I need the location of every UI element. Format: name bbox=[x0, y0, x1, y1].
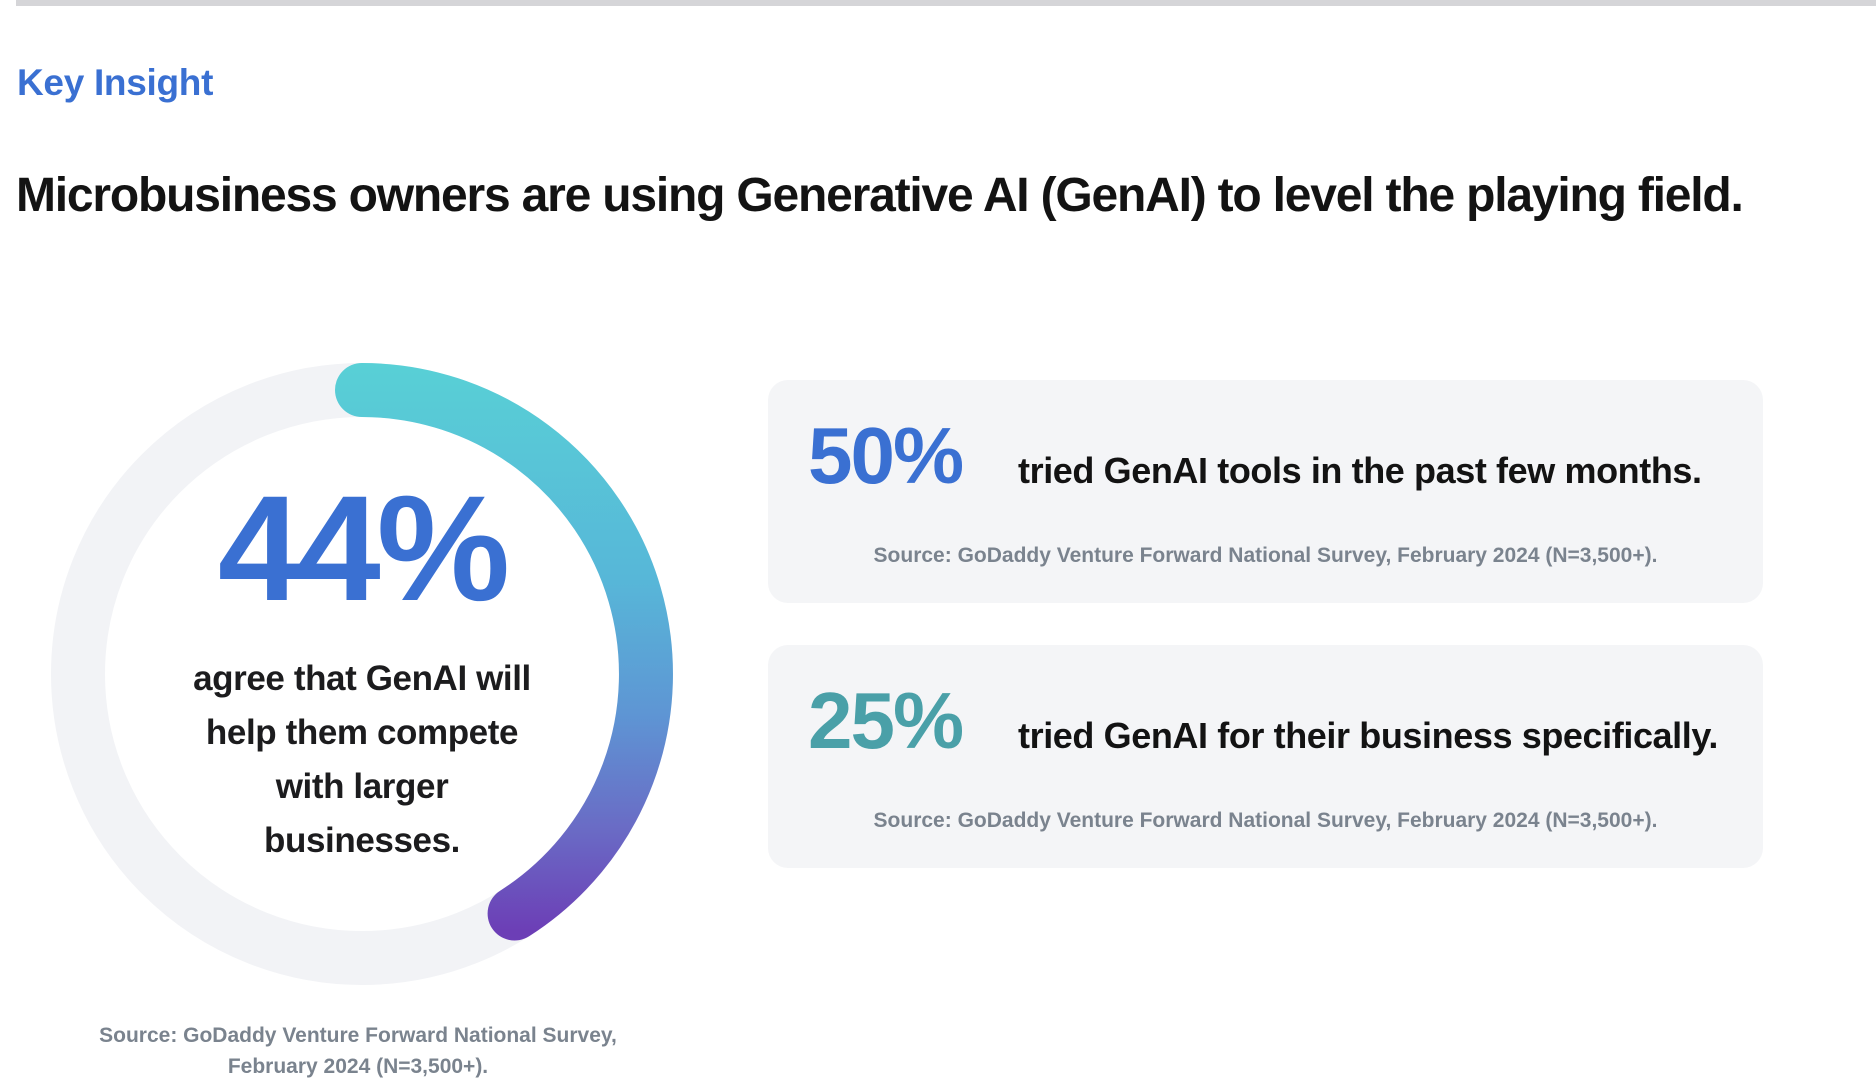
stat-text: tried GenAI for their business specifica… bbox=[1018, 715, 1718, 756]
kicker-label: Key Insight bbox=[17, 62, 214, 103]
stat-source-note: Source: GoDaddy Venture Forward National… bbox=[873, 809, 1658, 832]
stat-card: 50% tried GenAI tools in the past few mo… bbox=[768, 380, 1763, 603]
donut-progress-arc bbox=[335, 363, 673, 941]
stat-row: 50% tried GenAI tools in the past few mo… bbox=[808, 410, 1743, 502]
donut-value: 44% bbox=[217, 464, 510, 632]
donut-caption-line: businesses. bbox=[264, 821, 460, 860]
stat-text: tried GenAI tools in the past few months… bbox=[1018, 450, 1702, 491]
page-title: Microbusiness owners are using Generativ… bbox=[16, 169, 1744, 222]
stat-row: 25% tried GenAI for their business speci… bbox=[808, 675, 1743, 767]
stat-source-note: Source: GoDaddy Venture Forward National… bbox=[873, 544, 1658, 567]
donut-chart: 44% agree that GenAI will help them comp… bbox=[50, 362, 674, 986]
donut-source-note: Source: GoDaddy Venture Forward National… bbox=[99, 1024, 617, 1078]
stat-card: 25% tried GenAI for their business speci… bbox=[768, 645, 1763, 868]
donut-caption-line: with larger bbox=[275, 767, 449, 806]
donut-caption-line: help them compete bbox=[205, 713, 519, 752]
donut-caption: agree that GenAI will help them compete … bbox=[112, 652, 612, 868]
donut-rings bbox=[51, 363, 673, 985]
donut-caption-line: agree that GenAI will bbox=[193, 659, 531, 698]
stat-value: 50% bbox=[808, 411, 964, 500]
top-divider-bar bbox=[16, 0, 1876, 6]
stat-value: 25% bbox=[808, 676, 964, 765]
